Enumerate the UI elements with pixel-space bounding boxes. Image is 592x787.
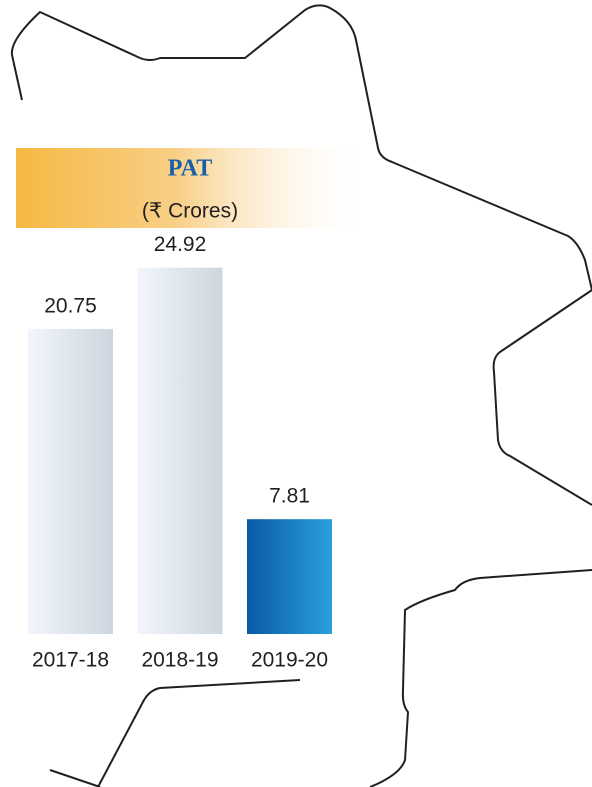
bar xyxy=(247,519,332,634)
chart-subtitle: (₹ Crores) xyxy=(142,200,238,223)
chart-title: PAT xyxy=(168,156,212,182)
value-label: 7.81 xyxy=(269,485,310,508)
value-label: 24.92 xyxy=(154,233,207,256)
bar xyxy=(138,268,223,634)
x-tick-label: 2019-20 xyxy=(251,649,328,672)
value-label: 20.75 xyxy=(44,295,97,318)
bar xyxy=(28,329,113,634)
x-tick-label: 2018-19 xyxy=(141,649,218,672)
x-tick-label: 2017-18 xyxy=(32,649,109,672)
